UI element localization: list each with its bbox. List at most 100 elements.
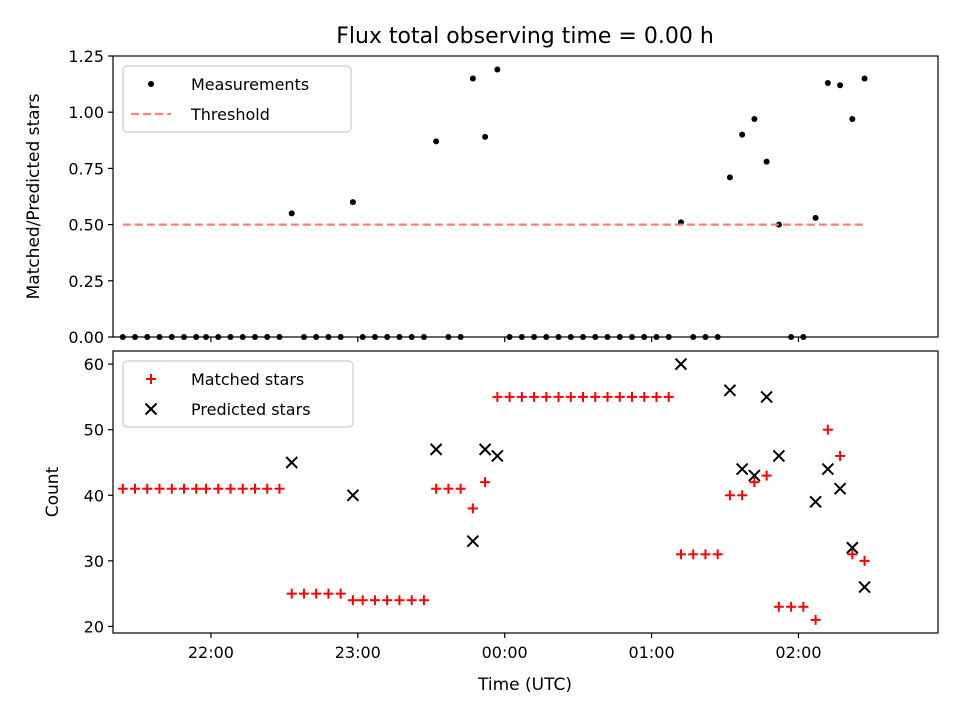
predicted-stars-point xyxy=(429,443,443,456)
legend-box xyxy=(122,65,352,133)
matched-stars-point xyxy=(467,503,478,514)
x-tick-label: 01:00 xyxy=(629,643,675,662)
legend-label: Threshold xyxy=(190,105,270,124)
y-tick-label: 1.00 xyxy=(68,103,104,122)
matched-stars-point xyxy=(178,483,189,494)
y-tick-label: 0.25 xyxy=(68,272,104,291)
matched-stars-point xyxy=(626,391,637,402)
measurement-point xyxy=(288,210,295,217)
matched-stars-point xyxy=(274,483,285,494)
predicted-stars-point xyxy=(846,541,859,554)
legend-label: Matched stars xyxy=(191,370,304,389)
matched-stars-point xyxy=(335,588,346,599)
matched-stars-point xyxy=(724,490,735,501)
matched-stars-point xyxy=(712,549,723,560)
legend-box xyxy=(122,360,354,428)
predicted-stars-point xyxy=(748,469,761,482)
matched-stars-point xyxy=(369,595,380,606)
matched-stars-point xyxy=(347,595,358,606)
matched-stars-point xyxy=(798,601,809,612)
x-tick-label: 23:00 xyxy=(335,643,381,662)
matched-stars-point xyxy=(394,595,405,606)
matched-stars-point xyxy=(651,391,662,402)
matched-stars-point xyxy=(675,549,686,560)
legend: Matched stars Predicted stars xyxy=(122,360,354,428)
matched-stars-point xyxy=(602,391,613,402)
y-tick-label: 60 xyxy=(84,355,104,374)
measurement-point xyxy=(482,133,489,140)
matched-stars-point xyxy=(504,391,515,402)
predicted-stars-point xyxy=(772,449,786,463)
x-tick-label: 00:00 xyxy=(482,643,528,662)
matched-stars-point xyxy=(688,549,699,560)
y-tick-label: 20 xyxy=(84,617,104,636)
matched-stars-point xyxy=(761,470,772,481)
matched-stars-point xyxy=(418,595,429,606)
predicted-stars-point xyxy=(478,443,492,456)
measurement-point xyxy=(494,66,501,73)
matched-stars-point xyxy=(431,483,442,494)
matched-stars-point xyxy=(749,477,760,488)
matched-stars-point xyxy=(847,549,858,560)
matched-stars-point xyxy=(516,391,527,402)
predicted-stars-point xyxy=(466,534,480,548)
y-tick-label: 1.25 xyxy=(68,47,104,66)
predicted-stars-point xyxy=(491,449,504,463)
measurement-point xyxy=(739,131,746,138)
matched-stars-point xyxy=(323,588,334,599)
predicted-stars-point xyxy=(735,462,749,476)
y-tick-label: 0.75 xyxy=(68,159,104,178)
matched-stars-point xyxy=(311,588,322,599)
matched-stars-point xyxy=(810,614,821,625)
matched-stars-point xyxy=(614,391,625,402)
matched-stars-point xyxy=(237,483,248,494)
predicted-stars-point xyxy=(809,495,822,509)
matched-stars-point xyxy=(773,601,784,612)
matched-stars-point xyxy=(639,391,650,402)
y-tick-label: 50 xyxy=(84,421,104,440)
matched-stars-point xyxy=(117,483,128,494)
measurement-point xyxy=(349,199,356,206)
legend-label: Measurements xyxy=(191,75,309,94)
series-measurements xyxy=(119,66,868,340)
axes-frame xyxy=(112,55,939,338)
series-predicted-stars xyxy=(285,357,871,594)
x-tick-label: 22:00 xyxy=(188,643,234,662)
predicted-stars-point xyxy=(833,482,847,495)
legend-handle xyxy=(144,402,158,416)
matched-stars-point xyxy=(406,595,417,606)
matched-stars-point xyxy=(565,391,576,402)
x-tick-label: 02:00 xyxy=(775,643,821,662)
measurement-point xyxy=(824,79,831,86)
y-tick-label: 0.00 xyxy=(68,328,104,347)
measurement-point xyxy=(775,221,782,228)
predicted-stars-point xyxy=(285,456,298,469)
matched-stars-point xyxy=(590,391,601,402)
matched-stars-point xyxy=(737,490,748,501)
predicted-stars-point xyxy=(821,462,835,476)
axes-frame xyxy=(112,350,939,634)
matched-stars-point xyxy=(455,483,466,494)
matched-stars-point xyxy=(443,483,454,494)
predicted-stars-point xyxy=(674,357,688,371)
matched-stars-point xyxy=(859,555,870,566)
matched-stars-point xyxy=(786,601,797,612)
legend-handle xyxy=(146,374,156,384)
predicted-stars-point xyxy=(346,489,360,502)
series-matched-stars xyxy=(117,391,870,625)
matched-stars-point xyxy=(142,483,153,494)
matched-stars-point xyxy=(382,595,393,606)
x-axis-label: Time (UTC) xyxy=(477,675,572,695)
measurement-point xyxy=(469,75,476,82)
matched-stars-point xyxy=(492,391,503,402)
matched-stars-point xyxy=(201,483,212,494)
matched-stars-point xyxy=(213,483,224,494)
y-tick-label: 30 xyxy=(84,552,104,571)
matched-stars-point xyxy=(822,424,833,435)
matched-stars-point xyxy=(249,483,260,494)
y-axis-label: Count xyxy=(43,466,63,517)
count-panel: 20 30 40 50 60 22:00 23:00 00:00 01:00 02:00 Count… xyxy=(43,350,939,662)
matched-stars-point xyxy=(191,483,202,494)
predicted-stars-point xyxy=(858,580,871,594)
matched-stars-point xyxy=(541,391,552,402)
